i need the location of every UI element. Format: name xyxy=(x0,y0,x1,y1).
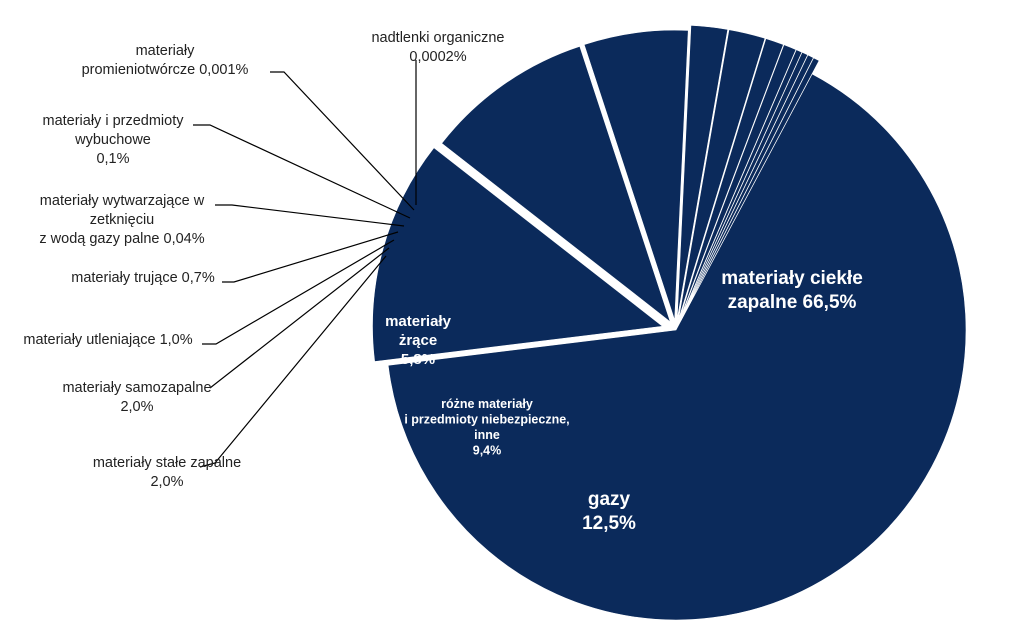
pie-slice-3 xyxy=(441,45,671,323)
leader-line-9 xyxy=(215,204,405,227)
leader-line-10 xyxy=(193,124,411,219)
pie-slice-12 xyxy=(680,57,820,322)
leader-line-11 xyxy=(270,71,415,211)
slice-label-9: materiały wytwarzające w zetknięciu z wodą… xyxy=(39,193,204,247)
pie-slice-1 xyxy=(387,73,967,621)
pie-slice-7 xyxy=(678,38,784,321)
leader-line-6 xyxy=(209,247,390,389)
slice-label-5: materiały stałe zapalne 2,0% xyxy=(93,455,241,490)
pie-slice-2 xyxy=(372,147,664,362)
pie-slice-4 xyxy=(583,29,689,321)
leader-line-7 xyxy=(202,239,395,345)
slice-label-4: materiały żrące 5,8% xyxy=(385,313,452,368)
pie-slice-6 xyxy=(678,29,766,321)
slice-label-10: materiały i przedmioty wybuchowe 0,1% xyxy=(42,113,184,167)
leader-line-8 xyxy=(222,231,399,283)
slice-label-8: materiały trujące 0,7% xyxy=(71,270,215,286)
pie-slice-5 xyxy=(676,25,729,321)
leader-line-5 xyxy=(199,255,387,468)
pie-slice-8 xyxy=(679,44,797,321)
leader-lines xyxy=(193,60,417,468)
slice-label-3: różne materiały i przedmioty niebezpieczn… xyxy=(404,397,569,458)
pie-slices xyxy=(372,25,967,621)
slice-labels: materiały ciekłe zapalne 66,5% gazy 12,5% ró… xyxy=(23,30,862,534)
slice-label-1: materiały ciekłe zapalne 66,5% xyxy=(721,268,863,313)
slice-label-12: nadtlenki organiczne 0,0002% xyxy=(371,30,504,65)
slice-label-2: gazy 12,5% xyxy=(582,489,636,534)
slice-label-11: materiały promieniotwórcze 0,001% xyxy=(82,43,249,78)
slice-label-7: materiały utleniające 1,0% xyxy=(23,332,192,348)
slice-label-6: materiały samozapalne 2,0% xyxy=(62,380,211,415)
